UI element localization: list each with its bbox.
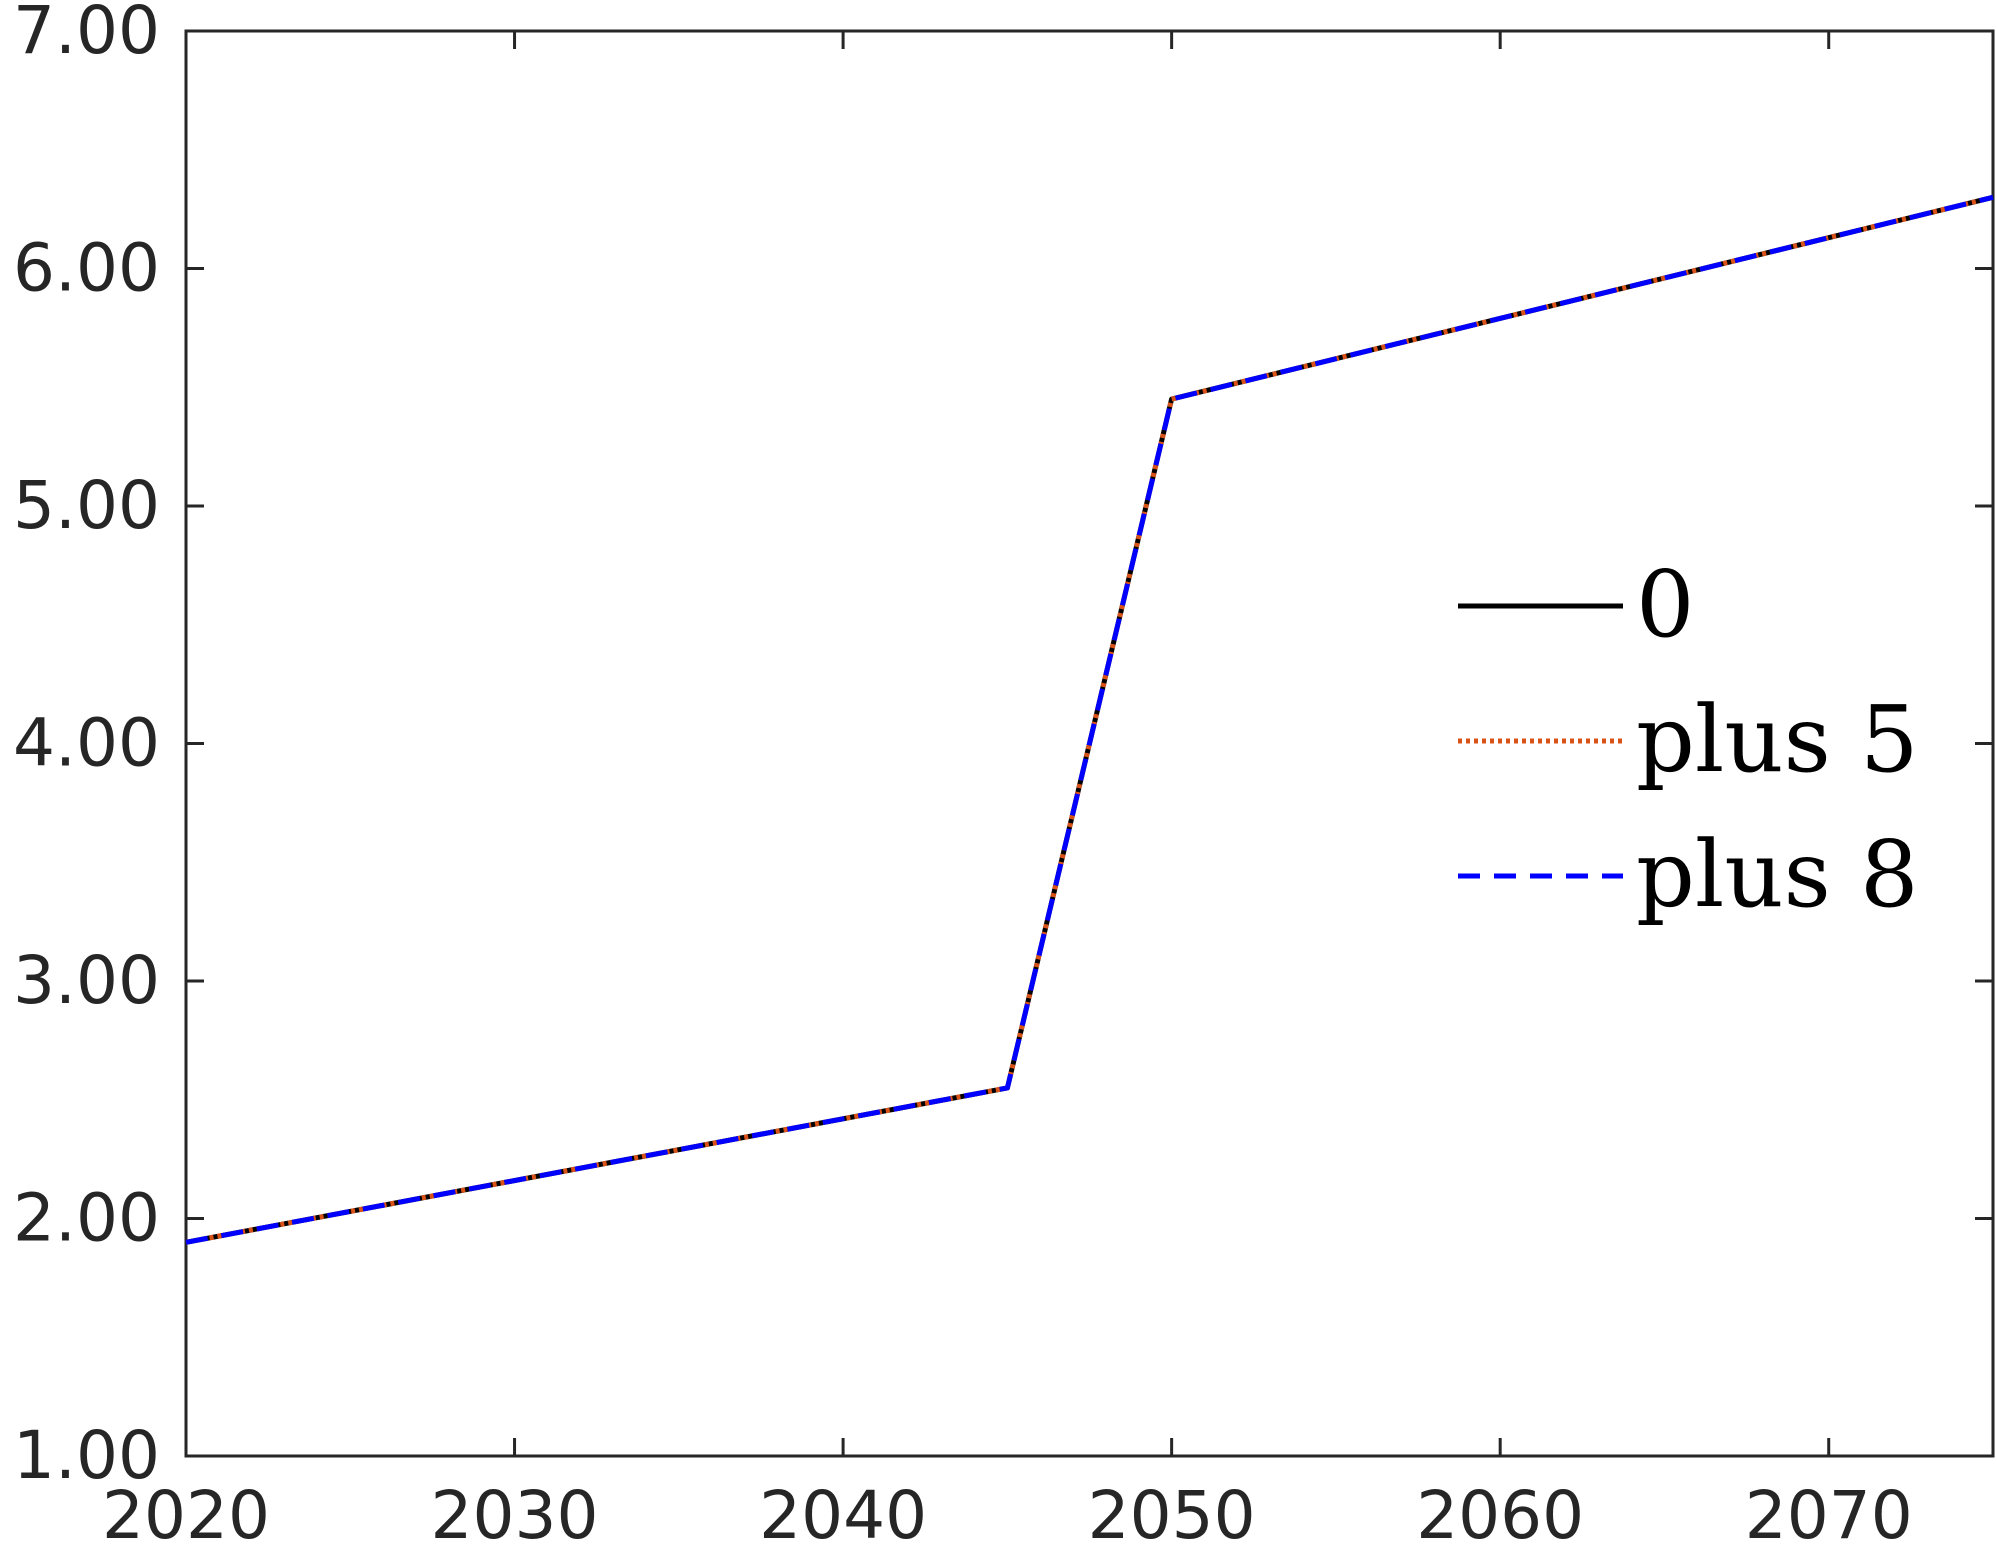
series-lines (185, 194, 1994, 1245)
x-tick-label: 2050 (1088, 1477, 1256, 1554)
y-tick-label: 2.00 (13, 1180, 160, 1257)
series-line-2 (185, 194, 1994, 1245)
legend: 0 plus 5 plus 8 (1458, 551, 1919, 928)
x-tick-label: 2070 (1745, 1477, 1913, 1554)
legend-label: plus 8 (1636, 821, 1919, 928)
y-tick-label: 4.00 (13, 705, 160, 782)
x-tick-label: 2020 (102, 1477, 270, 1554)
y-tick-label: 1.00 (13, 1417, 160, 1494)
y-tick-label: 7.00 (13, 0, 160, 69)
legend-label: plus 5 (1636, 686, 1919, 793)
x-tick-label: 2030 (431, 1477, 599, 1554)
axis-tick-labels: 2020 2030 2040 2050 2060 2070 1.00 2.00 3.00 4.00… (13, 0, 1913, 1554)
x-tick-label: 2040 (759, 1477, 927, 1554)
y-tick-label: 6.00 (13, 230, 160, 307)
axis-ticks (184, 29, 1993, 1458)
y-tick-label: 3.00 (13, 942, 160, 1019)
legend-label: 0 (1636, 551, 1695, 658)
y-tick-label: 5.00 (13, 467, 160, 544)
x-tick-label: 2060 (1416, 1477, 1584, 1554)
